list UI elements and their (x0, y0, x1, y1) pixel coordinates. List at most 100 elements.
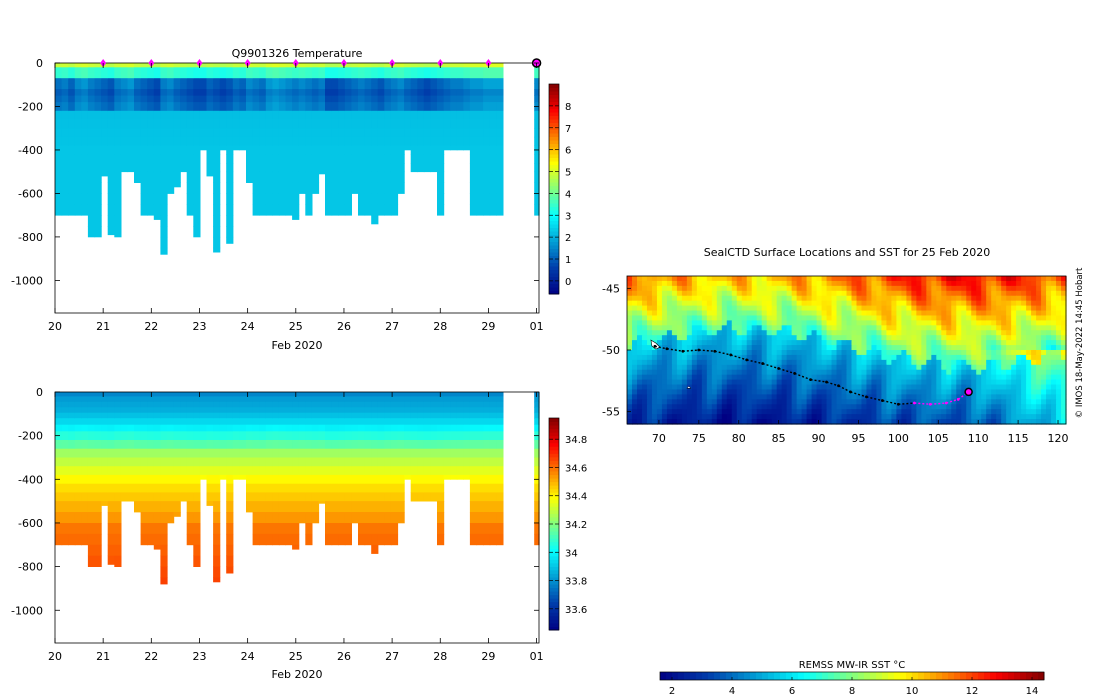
profile-cell (153, 412, 161, 419)
profile-cell (74, 440, 82, 450)
profile-cell (180, 83, 188, 90)
profile-cell (397, 457, 405, 467)
sst-cell (991, 379, 997, 386)
profile-cell (239, 145, 247, 151)
sst-cell (861, 310, 868, 317)
profile-cell (186, 523, 194, 535)
profile-cell (120, 492, 129, 502)
sst-cell (861, 394, 868, 400)
sst-cell (746, 345, 753, 351)
sst-cell (1026, 394, 1032, 400)
sst-cell (886, 350, 892, 356)
profile-cell (226, 154, 234, 164)
profile-cell (384, 128, 392, 138)
profile-cell (186, 396, 194, 403)
profile-cell (496, 466, 504, 476)
profile-cell (68, 154, 76, 164)
profile-cell (74, 501, 82, 513)
sst-cell (771, 369, 778, 376)
profile-cell (147, 78, 155, 84)
sst-cell (1046, 379, 1052, 386)
sst-cell (866, 394, 873, 400)
profile-cell (437, 418, 445, 426)
profile-cell (180, 154, 188, 164)
profile-cell (423, 110, 431, 120)
sst-cell (1001, 285, 1007, 292)
profile-cell (358, 163, 366, 173)
sst-cell (676, 315, 683, 321)
profile-cell (344, 407, 352, 414)
sst-cell (1021, 364, 1027, 371)
profile-cell (305, 89, 313, 96)
profile-cell (55, 171, 63, 183)
profile-cell (318, 466, 326, 476)
profile-cell (101, 119, 109, 129)
profile-cell (94, 89, 102, 96)
sst-cell (731, 335, 738, 341)
profile-cell (476, 119, 484, 129)
profile-cell (476, 418, 484, 426)
temperature-x-ticks: 20 21 22 23 24 25 26 27 28 29 01 (48, 63, 544, 333)
profile-cell (325, 412, 333, 419)
profile-cell (423, 492, 431, 502)
sst-cell (1006, 280, 1012, 287)
salinity-panel: 20 21 22 23 24 25 26 27 28 29 01 0-200-400-600-800… (11, 386, 587, 681)
sst-cell (1026, 295, 1032, 302)
sst-cell (841, 335, 848, 341)
profile-cell (239, 407, 247, 414)
sst-cell (671, 350, 678, 356)
sst-cell (986, 345, 992, 351)
profile-cell (483, 83, 491, 90)
sst-cell (906, 285, 912, 292)
profile-cell (252, 63, 260, 68)
sst-cell (1011, 305, 1017, 312)
sst-cell (981, 335, 987, 341)
profile-cell (140, 533, 148, 546)
profile-cell (107, 110, 115, 120)
sst-cell (996, 379, 1002, 386)
sst-cell (926, 335, 932, 341)
sst-cell (756, 369, 763, 376)
sst-cell (756, 340, 763, 346)
profile-cell (534, 424, 540, 432)
profile-cell (404, 128, 412, 138)
sst-cell (731, 300, 738, 307)
profile-cell (410, 136, 418, 146)
sst-cell (1041, 345, 1047, 351)
profile-cell (127, 78, 135, 84)
profile-cell (246, 110, 254, 120)
profile-cell (298, 483, 306, 493)
sst-cell (671, 295, 678, 302)
profile-cell (134, 466, 142, 476)
sst-cell (951, 369, 957, 376)
profile-cell (173, 67, 181, 74)
sst-cell (666, 379, 673, 386)
sst-cell (631, 359, 638, 366)
sst-cell (936, 325, 942, 331)
profile-cell (61, 119, 69, 129)
sst-cell (861, 300, 868, 307)
profile-cell (81, 171, 89, 183)
sst-cell (881, 350, 888, 356)
sst-cell (971, 295, 977, 302)
profile-cell (68, 440, 76, 450)
sst-cell (831, 315, 838, 321)
sst-cell (816, 276, 823, 282)
profile-cell (423, 412, 431, 419)
sst-cell (796, 340, 803, 346)
profile-cell (61, 78, 69, 84)
sst-cell (811, 384, 818, 391)
sst-cell (696, 320, 703, 326)
sst-cell (871, 335, 878, 341)
profile-cell (384, 145, 392, 155)
profile-cell (272, 67, 280, 74)
profile-cell (74, 523, 82, 535)
profile-cell (160, 566, 168, 578)
profile-cell (160, 67, 168, 74)
profile-cell (469, 396, 478, 403)
profile-cell (120, 396, 129, 403)
sst-cell (901, 345, 907, 351)
profile-cell (160, 171, 168, 183)
profile-cell (384, 396, 392, 403)
profile-cell (160, 457, 168, 467)
